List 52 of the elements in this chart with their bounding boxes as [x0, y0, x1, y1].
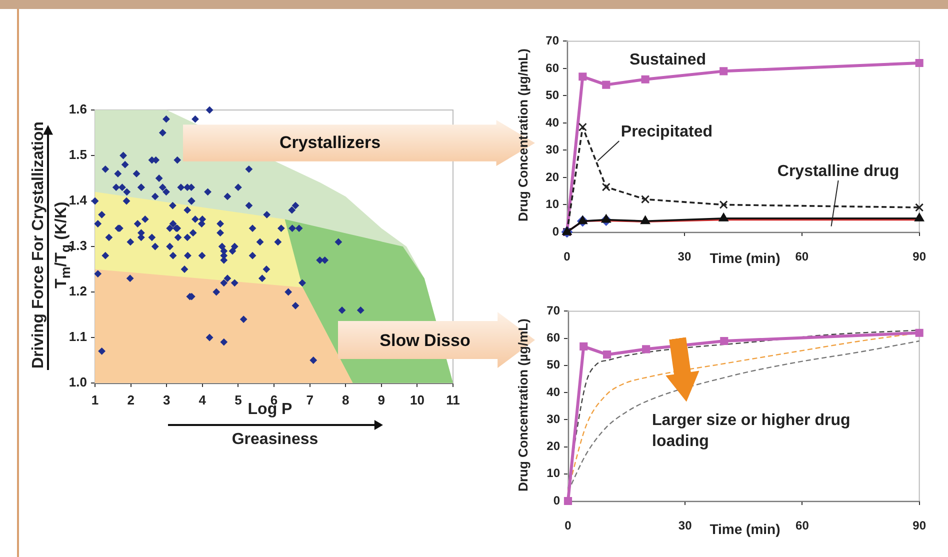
y-tick-label: 1.5	[68, 147, 87, 162]
y-tick-label: 40	[546, 384, 560, 399]
y-tick-label: 60	[546, 330, 560, 345]
series-label: Sustained	[630, 51, 706, 68]
x-tick-label: 11	[446, 392, 460, 408]
x-tick-label: 0	[564, 518, 572, 533]
series-label: Precipitated	[620, 124, 713, 141]
x-tick-label: 9	[378, 392, 386, 408]
y-tick-label: 70	[546, 304, 560, 318]
y-tick-label: 40	[546, 115, 560, 130]
y-tick-label: 1.2	[68, 284, 87, 299]
x-tick-label: 90	[912, 250, 926, 264]
y-tick-label: 1.0	[68, 374, 87, 390]
x-tick-label: 5	[234, 392, 242, 408]
x-tick-label: 4	[198, 392, 207, 408]
x-tick-label: 1	[91, 392, 99, 408]
x-tick-label: 60	[795, 250, 809, 264]
x-tick-label: 60	[796, 518, 810, 533]
x-tick-label: 30	[678, 518, 692, 533]
y-tick-label: 1.6	[68, 102, 87, 117]
x-tick-label: 10	[410, 392, 424, 408]
x-tick-label: 7	[306, 392, 314, 408]
x-axis-title: Time (min)	[710, 250, 780, 266]
x-tick-label: 2	[127, 392, 134, 408]
y-tick-label: 50	[546, 88, 560, 102]
x-tick-label: 90	[912, 518, 926, 533]
text: Greasiness	[232, 431, 318, 449]
text: Crystalline drug	[777, 163, 900, 180]
y-tick-label: 1.1	[68, 329, 87, 344]
y-tick-label: 0	[552, 224, 560, 238]
y-axis-title: Drug Concentration (µg/mL)	[516, 48, 530, 222]
x-tick-label: 3	[162, 392, 170, 408]
y-tick-label: 50	[546, 358, 560, 372]
y-tick-label: 10	[546, 466, 560, 480]
annotation: Slow Disso	[380, 331, 470, 351]
y-tick-label: 30	[546, 142, 560, 157]
y-tick-label: 30	[546, 412, 560, 426]
x-tick-label: 30	[678, 250, 692, 264]
y-axis-title: Drug Concentration (µg/mL)	[516, 318, 530, 492]
text: Driving Force For Crystallization	[30, 121, 48, 369]
annotation: Larger size or higher drug loading	[652, 411, 852, 452]
y-tick-label: 70	[546, 34, 560, 48]
y-tick-label: 1.4	[68, 192, 88, 208]
x-tick-label: 0	[564, 250, 571, 264]
x-axis-title: Time (min)	[710, 521, 780, 537]
annotation: Crystallizers	[279, 133, 381, 153]
x-tick-label: 8	[342, 392, 350, 408]
y-tick-label: 0	[553, 493, 560, 508]
y-tick-label: 20	[546, 439, 560, 454]
y-tick-label: 60	[546, 60, 560, 75]
y-tick-label: 10	[546, 197, 560, 212]
y-tick-label: 20	[546, 170, 560, 184]
